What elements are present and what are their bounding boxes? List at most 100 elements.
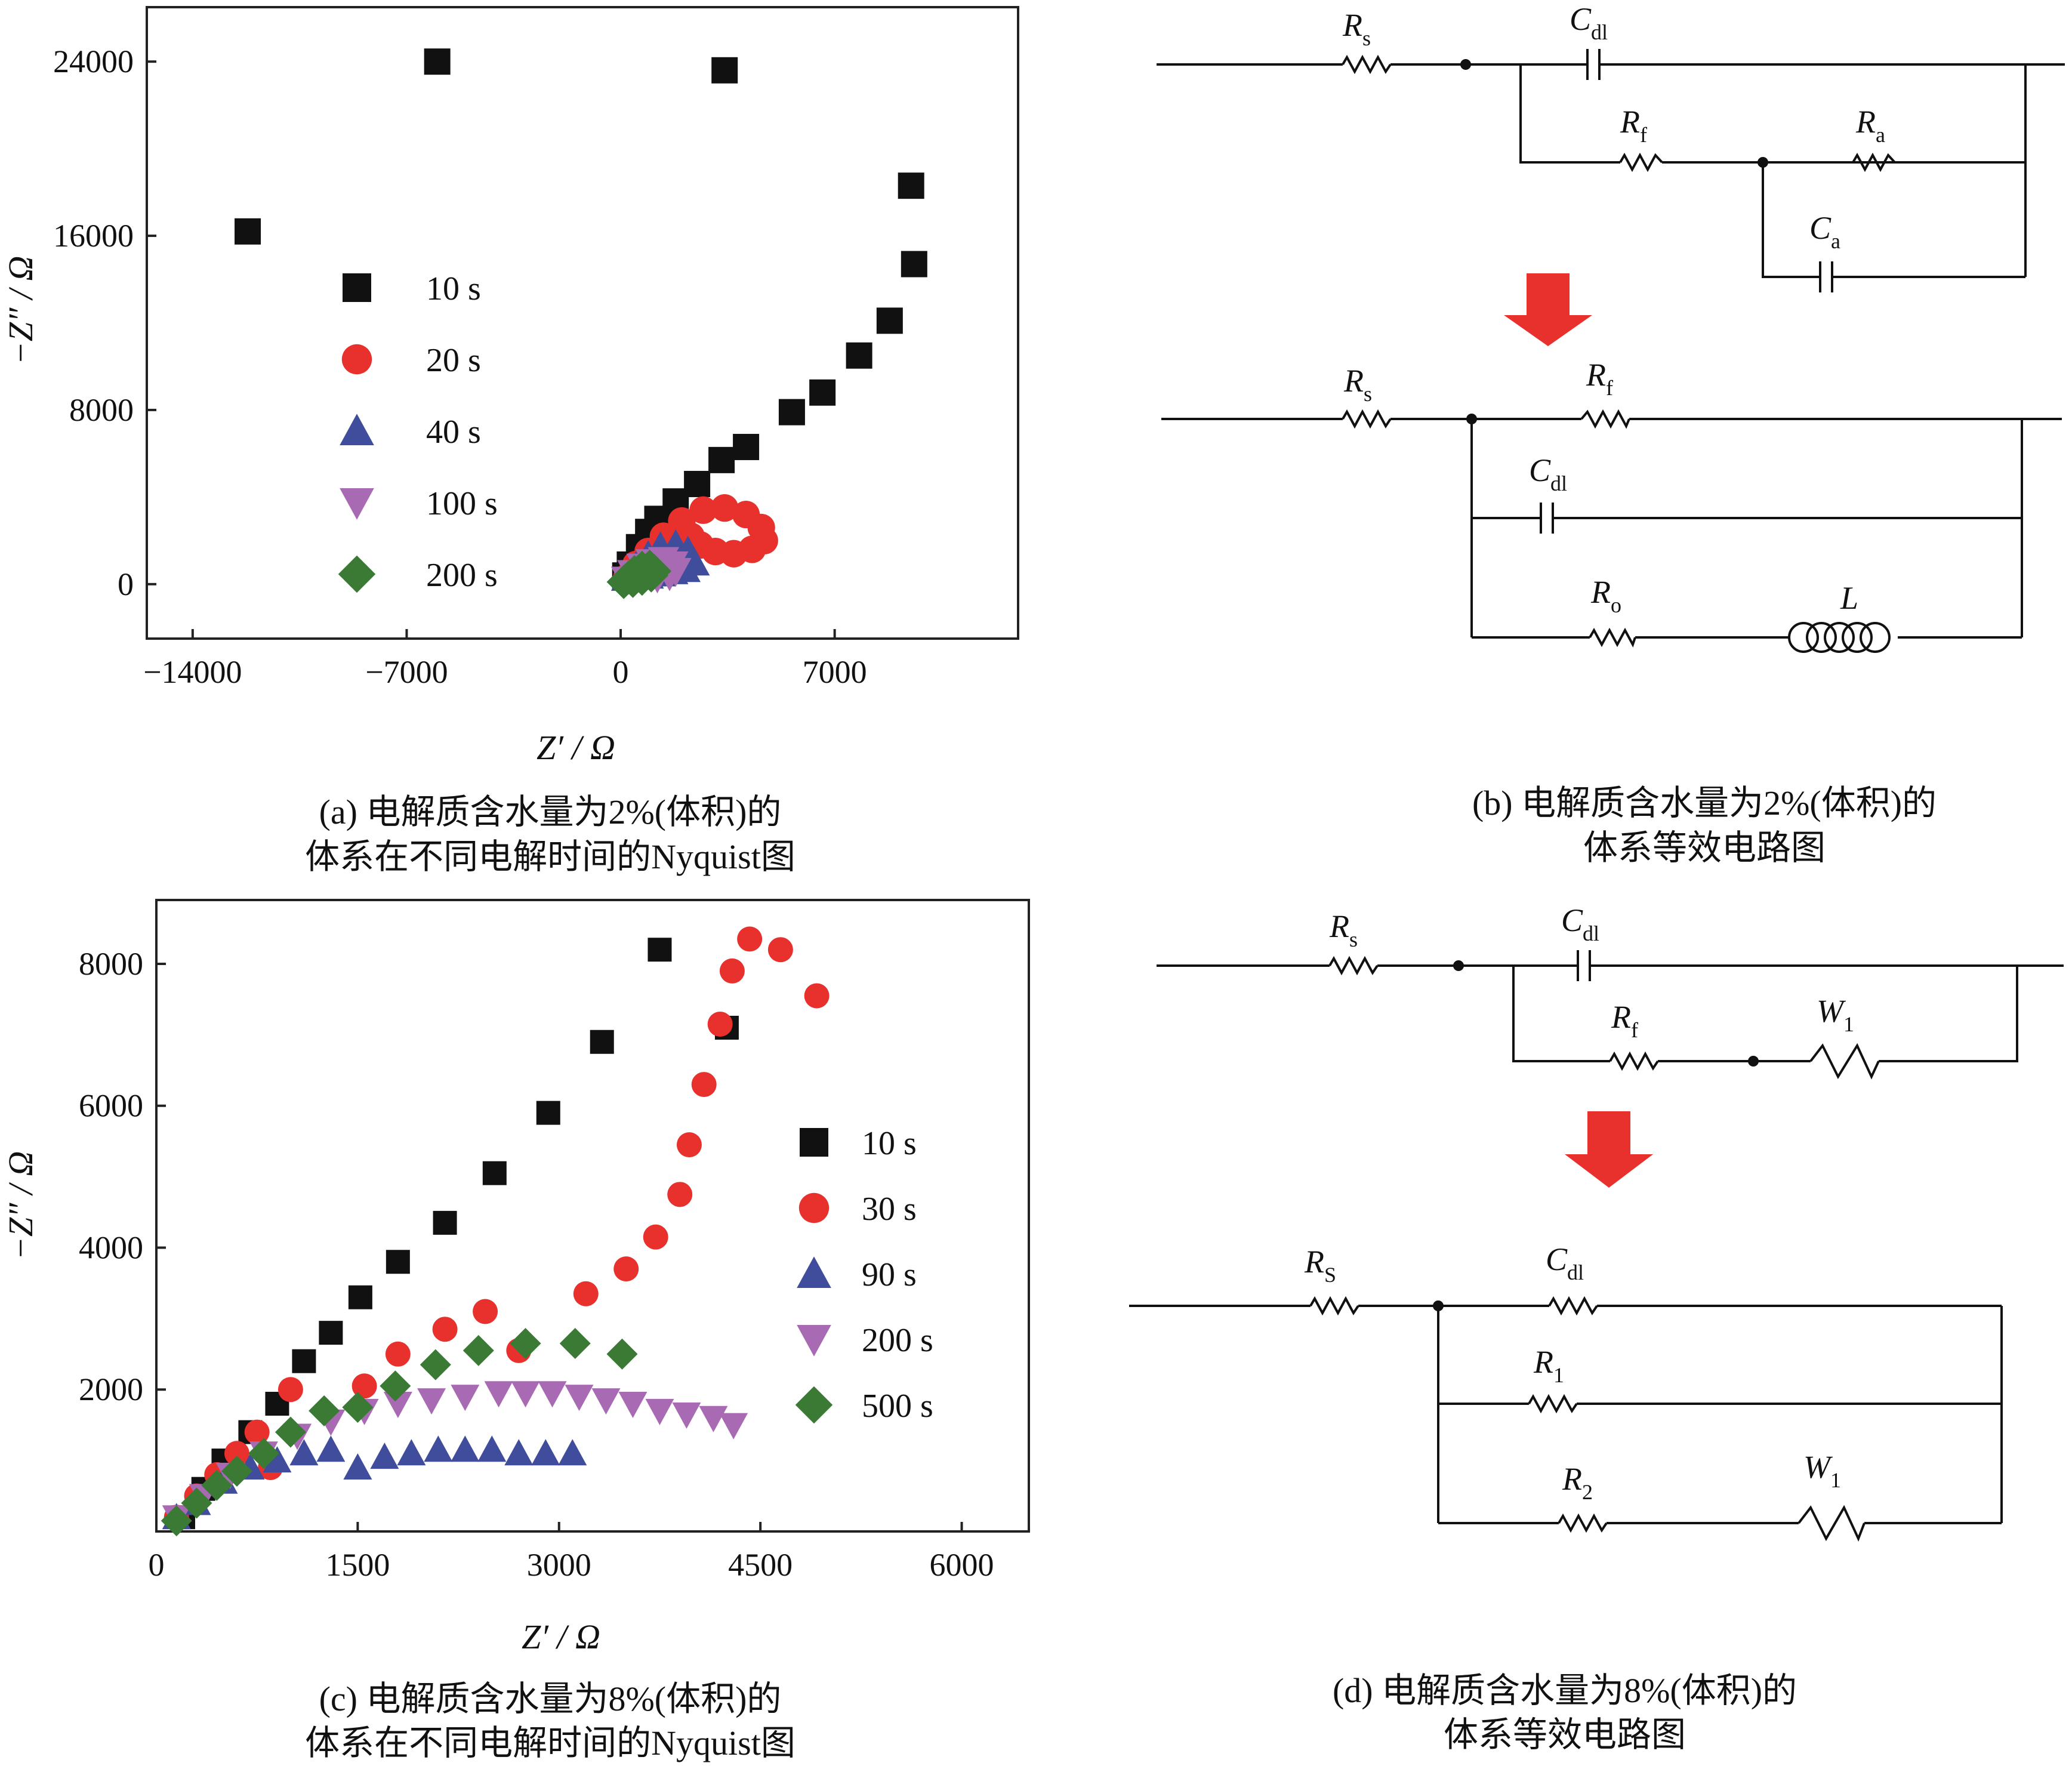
data-point	[433, 1210, 457, 1235]
b-bottom-rf-subscript: f	[1606, 376, 1613, 400]
x-tick-label: 6000	[930, 1547, 994, 1583]
data-point	[348, 1285, 372, 1309]
data-point	[309, 1395, 340, 1426]
d-bottom-cdl-symbol: C	[1546, 1241, 1568, 1277]
series-90s	[162, 1435, 587, 1530]
panel-d-equivalent-circuits: Rs Cdl Rf W1 RS Cdl R1 R2 W1 (d) 电解质含水量为…	[1129, 902, 2064, 1754]
data-point	[876, 307, 903, 334]
data-point	[691, 1072, 717, 1098]
b-bottom-rs-subscript: s	[1364, 382, 1372, 406]
y-tick-label: 16000	[53, 218, 134, 254]
d-bottom-r2-subscript: 2	[1582, 1480, 1593, 1504]
b-bottom-cdl-subscript: dl	[1550, 471, 1567, 495]
series-10s	[235, 48, 927, 589]
d-top-rs-resistor	[1328, 956, 1379, 976]
b-top-cdl-symbol: C	[1570, 1, 1592, 37]
data-point	[707, 1012, 733, 1037]
data-point	[898, 172, 924, 199]
data-point	[278, 1377, 303, 1403]
d-bottom-w1-warburg	[1797, 1505, 1866, 1542]
data-point	[565, 1385, 594, 1411]
b-top-rf-label: Rf	[1620, 104, 1647, 147]
data-point	[846, 342, 872, 369]
b-top-ca-label: Ca	[1809, 210, 1840, 253]
plot-c-x-axis-label: Z′ / Ω	[522, 1617, 600, 1656]
d-top-cdl-capacitor	[1577, 950, 1591, 981]
d-top-w1-subscript: 1	[1843, 1012, 1854, 1036]
b-bottom-rs-label: Rs	[1343, 363, 1372, 406]
y-tick-label: 6000	[79, 1088, 143, 1124]
plot-c-caption-line-2: 体系在不同电解时间的Nyquist图	[305, 1724, 796, 1762]
data-point	[181, 1487, 212, 1519]
plot-a-frame	[146, 6, 1019, 640]
data-point	[424, 48, 451, 75]
data-point	[901, 251, 927, 278]
b-top-branch-wires	[1519, 64, 2027, 278]
data-point	[385, 1341, 411, 1367]
b-bottom-rs-resistor	[1342, 409, 1392, 429]
panel-c-nyquist-plot: 0 1500 3000 4500 6000 2000 4000 6000 8000 Z′ / Ω…	[1, 899, 1030, 1762]
d-bottom-w1-label: W1	[1803, 1449, 1841, 1492]
data-point	[613, 1256, 639, 1282]
legend-marker	[798, 1192, 830, 1223]
b-bottom-inductor	[1788, 622, 1891, 653]
data-point	[370, 1443, 399, 1469]
d-top-w1-label: W1	[1817, 993, 1854, 1036]
data-point	[531, 1439, 560, 1466]
d-bottom-w1-symbol: W	[1803, 1449, 1833, 1485]
data-point	[590, 1030, 614, 1054]
legend-label: 40 s	[426, 414, 481, 451]
b-top-ra-symbol: R	[1855, 104, 1876, 140]
plot-a-caption-line-2: 体系在不同电解时间的Nyquist图	[305, 837, 796, 876]
plot-c-marks	[161, 926, 830, 1537]
legend-marker	[343, 273, 371, 302]
d-bottom-rs-resistor	[1309, 1296, 1359, 1316]
x-tick-label: 4500	[728, 1547, 793, 1583]
data-point	[319, 1321, 343, 1345]
d-bottom-rs-label: RS	[1304, 1244, 1336, 1287]
data-point	[224, 1441, 249, 1466]
d-top-node-1	[1453, 960, 1464, 971]
legend-marker	[797, 1256, 831, 1288]
y-tick-label: 24000	[53, 44, 134, 79]
circuit-d-top: Rs Cdl Rf W1	[1157, 902, 2064, 1080]
b-bottom-cdl-label: Cdl	[1529, 452, 1567, 495]
panel-b-equivalent-circuits: Rs Cdl Rf Ra Ca Rs Rf Cdl	[1157, 1, 2065, 867]
panel-d-caption-line-2: 体系等效电路图	[1444, 1715, 1686, 1754]
x-tick-label: 3000	[527, 1547, 591, 1583]
y-tick-label: 0	[118, 566, 134, 602]
legend-label: 20 s	[426, 342, 481, 379]
data-point	[536, 1101, 560, 1125]
d-top-w1-symbol: W	[1817, 993, 1846, 1029]
data-point	[289, 1439, 319, 1466]
b-top-rs-label: Rs	[1342, 7, 1371, 50]
d-top-cdl-subscript: dl	[1583, 921, 1599, 945]
data-point	[221, 1455, 252, 1487]
d-top-w1-warburg	[1809, 1043, 1880, 1080]
y-tick-label: 4000	[79, 1229, 143, 1265]
x-tick-label: 0	[613, 654, 629, 690]
d-bottom-rs-symbol: R	[1304, 1244, 1324, 1280]
data-point	[648, 938, 672, 962]
plot-a-y-axis-label: −Z″ / Ω	[1, 256, 40, 365]
d-bottom-r1-resistor	[1528, 1394, 1578, 1414]
x-tick-label: −14000	[143, 654, 242, 690]
plot-c-ticks: 0 1500 3000 4500 6000 2000 4000 6000 8000	[79, 946, 994, 1583]
b-top-ra-label: Ra	[1855, 104, 1885, 147]
y-tick-label: 2000	[79, 1371, 143, 1407]
d-bottom-r1-subscript: 1	[1553, 1363, 1564, 1387]
data-point	[804, 983, 830, 1009]
b-top-rf-resistor	[1619, 152, 1663, 172]
plot-a-ticks: −14000 −7000 0 7000 0 8000 16000 24000	[53, 44, 867, 690]
legend-label: 200 s	[426, 557, 498, 594]
plot-c-caption-line-1: (c) 电解质含水量为8%(体积)的	[319, 1679, 782, 1718]
b-top-rf-symbol: R	[1620, 104, 1640, 140]
data-point	[510, 1327, 541, 1359]
legend-marker	[338, 555, 376, 593]
legend-marker	[795, 1386, 833, 1424]
b-bottom-rf-resistor	[1580, 409, 1630, 429]
legend-label: 500 s	[862, 1388, 933, 1425]
x-tick-label: 0	[149, 1547, 165, 1583]
data-point	[424, 1435, 453, 1462]
circuit-b-bottom: Rs Rf Cdl Ro L	[1161, 357, 2062, 653]
